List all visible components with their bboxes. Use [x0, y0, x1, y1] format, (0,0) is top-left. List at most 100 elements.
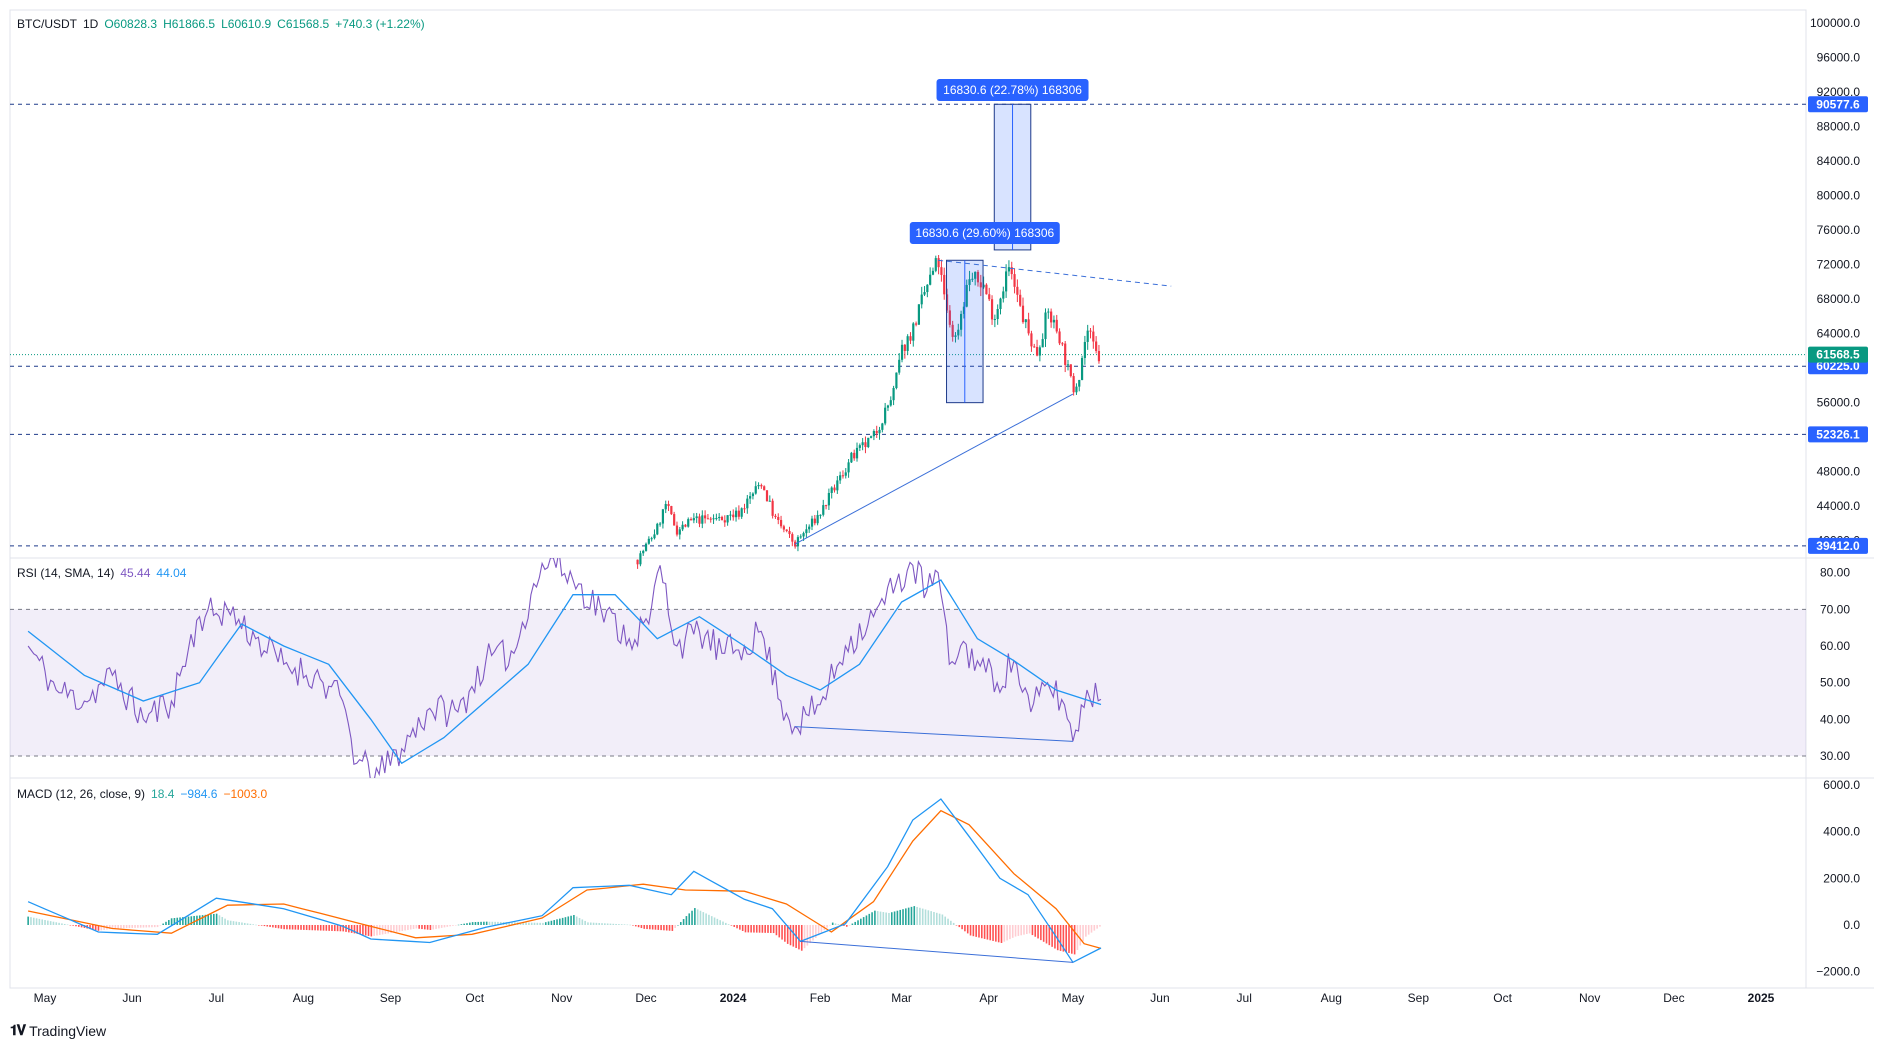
candle: [729, 510, 732, 521]
candle-body: [763, 486, 766, 491]
candle-body: [734, 510, 738, 518]
candle-body: [808, 526, 811, 530]
macd-hist-bar: [789, 925, 792, 946]
candle-body: [644, 543, 648, 551]
ohlc-close: C61568.5: [277, 17, 330, 31]
macd-hist-bar: [1023, 925, 1025, 935]
candle: [1030, 330, 1033, 352]
symbol-legend[interactable]: BTC/USDT 1D O60828.3 H61866.5 L60610.9 C61568…: [17, 17, 431, 31]
macd-hist-bar: [871, 912, 873, 925]
macd-hist-bar: [137, 925, 139, 928]
macd-hist-bar: [134, 925, 136, 928]
macd-hist-bar: [598, 923, 601, 925]
candle-body: [1086, 330, 1089, 342]
macd-hist-bar: [525, 922, 527, 925]
candle-body: [943, 274, 946, 295]
macd-hist-bar: [193, 915, 195, 925]
candle: [765, 490, 769, 502]
candle-body: [940, 267, 943, 275]
macd-hist-bar: [980, 925, 983, 939]
macd-hist-bar: [359, 925, 361, 935]
macd-hist-bar: [623, 924, 626, 925]
macd-hist-bar: [879, 911, 882, 925]
x-tick-label: 2024: [720, 991, 747, 1005]
macd-hist-bar: [125, 925, 128, 929]
price-tick-label: 64000.0: [1817, 327, 1861, 341]
macd-hist-bar: [277, 925, 280, 929]
candle-body: [782, 526, 785, 530]
candle: [833, 484, 836, 493]
candle-body: [923, 292, 926, 295]
candle: [782, 524, 785, 533]
macd-hist-bar: [651, 925, 654, 930]
macd-hist-bar: [646, 925, 648, 930]
candle-body: [1030, 333, 1033, 347]
candle: [895, 372, 898, 390]
macd-hist-bar: [179, 917, 181, 925]
macd-hist-bar: [938, 913, 941, 925]
macd-hist-bar: [845, 925, 848, 927]
price-tick-label: 96000.0: [1817, 50, 1861, 64]
macd-hist-bar: [294, 925, 297, 930]
tradingview-brand[interactable]: 𝟏𝐕 TradingView: [10, 1022, 106, 1039]
candle-body: [917, 304, 921, 325]
rsi-legend[interactable]: RSI (14, SMA, 14) 45.44 44.04: [17, 566, 192, 580]
macd-hist-bar: [227, 920, 229, 925]
macd-hist-bar: [488, 921, 491, 925]
macd-hist-bar: [497, 921, 499, 925]
candle: [706, 514, 710, 520]
candle-body: [1089, 330, 1092, 332]
candle-body: [836, 480, 839, 491]
brand-name: TradingView: [29, 1022, 107, 1039]
candle: [659, 522, 662, 527]
macd-hist-bar: [902, 909, 904, 925]
macd-hist-bar: [1079, 925, 1082, 946]
macd-legend[interactable]: MACD (12, 26, close, 9) 18.4 −984.6 −1003.0: [17, 787, 273, 801]
macd-hist-bar: [317, 925, 319, 931]
macd-hist-bar: [454, 925, 457, 926]
macd-hist-bar: [910, 906, 913, 925]
candle-body: [1075, 386, 1078, 393]
candle: [1089, 327, 1092, 339]
macd-hist-bar: [637, 925, 640, 928]
candle: [698, 513, 701, 528]
macd-hist-bar: [367, 925, 370, 936]
candle: [898, 353, 901, 375]
candle-body: [912, 323, 915, 341]
candle-body: [670, 506, 673, 515]
macd-hist-bar: [303, 925, 305, 930]
macd-hist-bar: [969, 925, 972, 936]
macd-hist-bar: [407, 925, 409, 930]
candle: [813, 514, 816, 526]
candle: [1027, 312, 1030, 336]
macd-hist-bar: [491, 921, 494, 925]
macd-hist-bar: [176, 917, 179, 925]
macd-hist-bar: [1090, 925, 1093, 933]
macd-hist-bar: [1048, 925, 1051, 946]
candle: [1021, 297, 1025, 324]
macd-hist-bar: [263, 925, 266, 927]
candle: [839, 471, 842, 484]
candle: [836, 476, 839, 494]
macd-hist-bar: [187, 916, 190, 925]
candle-body: [816, 515, 819, 524]
macd-hist-bar: [1040, 925, 1042, 941]
candle: [704, 510, 707, 524]
macd-hist-bar: [544, 922, 547, 925]
candle: [920, 286, 923, 309]
candle: [867, 437, 870, 449]
candle: [1044, 308, 1047, 347]
macd-hist-bar: [1045, 925, 1048, 944]
candle-body: [681, 524, 684, 530]
candle: [985, 283, 988, 295]
x-tick-label: Jun: [122, 991, 141, 1005]
macd-hist-bar: [232, 921, 235, 925]
candle-body: [988, 294, 991, 300]
interval-label: 1D: [83, 17, 99, 31]
candle: [1033, 343, 1036, 348]
candle: [810, 515, 814, 531]
macd-hist-bar: [356, 925, 359, 934]
measure-label-bg: [909, 222, 1060, 244]
